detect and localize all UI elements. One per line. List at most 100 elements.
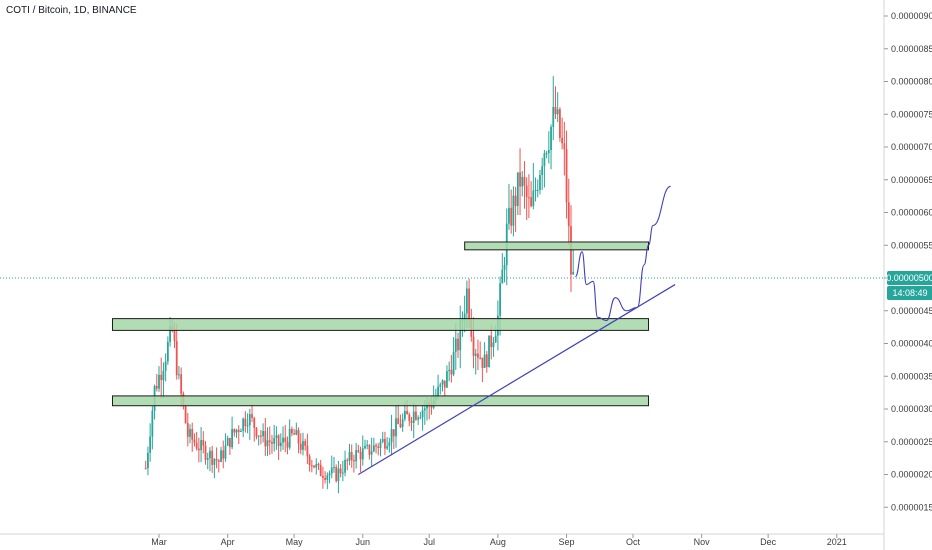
candle-body bbox=[284, 437, 287, 442]
last-price-label: 0.00000500 bbox=[886, 273, 932, 283]
candle-body bbox=[508, 207, 510, 224]
candle-body bbox=[237, 429, 240, 432]
support-zones[interactable] bbox=[111, 241, 650, 407]
candle-body bbox=[395, 418, 397, 437]
candle-body bbox=[472, 336, 475, 356]
trendline[interactable] bbox=[358, 284, 676, 476]
candle-body bbox=[516, 172, 519, 207]
candle-body bbox=[310, 465, 313, 467]
candle-body bbox=[246, 425, 249, 427]
candle-body bbox=[248, 414, 251, 426]
candle-body bbox=[408, 414, 411, 422]
candle-body bbox=[166, 341, 169, 362]
candle-body bbox=[228, 438, 231, 448]
last-price-badge bbox=[887, 271, 932, 285]
drawings[interactable] bbox=[358, 185, 676, 476]
candle-body bbox=[421, 410, 424, 418]
candle-body bbox=[386, 446, 389, 449]
candle-body bbox=[417, 417, 420, 420]
x-tick-label: 2021 bbox=[827, 537, 847, 547]
support-zone-2[interactable] bbox=[111, 318, 650, 331]
candle-body bbox=[437, 386, 439, 396]
x-tick-label: May bbox=[286, 537, 304, 547]
candle-body bbox=[554, 107, 557, 115]
candle-body bbox=[184, 405, 187, 424]
candle-body bbox=[155, 385, 158, 389]
candle-body bbox=[477, 353, 479, 358]
candle-body bbox=[479, 357, 482, 359]
candle-body bbox=[403, 410, 406, 420]
candle-body bbox=[406, 410, 408, 415]
candle-body bbox=[530, 197, 533, 207]
candle-body bbox=[266, 440, 269, 447]
candle-body bbox=[217, 460, 220, 462]
candle-body bbox=[244, 418, 247, 427]
candle-body bbox=[257, 435, 260, 437]
projection-path[interactable] bbox=[574, 185, 671, 322]
candle-body bbox=[162, 370, 165, 381]
candle-body bbox=[164, 361, 167, 371]
candle-body bbox=[392, 429, 395, 437]
candle-body bbox=[346, 459, 349, 461]
candle-body bbox=[443, 380, 446, 388]
candle-body bbox=[388, 442, 391, 447]
candle-body bbox=[151, 410, 154, 437]
support-zone-3[interactable] bbox=[111, 395, 650, 407]
candle-body bbox=[341, 472, 344, 474]
candle-body bbox=[286, 441, 289, 448]
candle-body bbox=[268, 440, 271, 443]
candle-body bbox=[527, 197, 530, 199]
candle-body bbox=[452, 351, 455, 375]
candle-body bbox=[339, 468, 342, 474]
candle-body bbox=[355, 450, 358, 462]
candle-body bbox=[430, 406, 433, 408]
candle-body bbox=[215, 459, 218, 461]
candle-body bbox=[213, 459, 216, 465]
candle-body bbox=[359, 451, 362, 460]
support-zone-1[interactable] bbox=[464, 241, 650, 251]
candle-body bbox=[189, 429, 191, 437]
candle-body bbox=[457, 338, 459, 351]
candle-body bbox=[439, 384, 442, 387]
candle-body bbox=[559, 109, 561, 138]
candle-body bbox=[297, 430, 300, 444]
candle-body bbox=[242, 418, 245, 431]
candle-body bbox=[275, 435, 278, 439]
x-tick-label: Aug bbox=[490, 537, 506, 547]
candle-body bbox=[324, 477, 327, 480]
candles bbox=[144, 76, 575, 494]
x-tick-label: Nov bbox=[694, 537, 711, 547]
candle-body bbox=[532, 190, 535, 207]
x-tick-label: Dec bbox=[760, 537, 777, 547]
candle-body bbox=[561, 137, 564, 144]
candle-body bbox=[534, 190, 537, 192]
candle-body bbox=[175, 341, 178, 376]
candle-body bbox=[353, 460, 355, 462]
candle-body bbox=[211, 450, 214, 465]
candle-body bbox=[240, 430, 242, 432]
chart-title: COTI / Bitcoin, 1D, BINANCE bbox=[6, 5, 137, 16]
candle-body bbox=[514, 195, 517, 207]
candle-body bbox=[220, 450, 222, 462]
candle-body bbox=[399, 424, 402, 428]
candle-body bbox=[525, 185, 528, 198]
y-tick-label: 0.00000900 bbox=[891, 11, 932, 21]
candle-body bbox=[536, 189, 539, 191]
x-tick-label: Sep bbox=[559, 537, 575, 547]
candle-body bbox=[499, 283, 502, 316]
candle-body bbox=[180, 374, 183, 394]
candle-body bbox=[255, 428, 258, 437]
candle-body bbox=[483, 354, 486, 368]
candle-body bbox=[448, 369, 451, 372]
